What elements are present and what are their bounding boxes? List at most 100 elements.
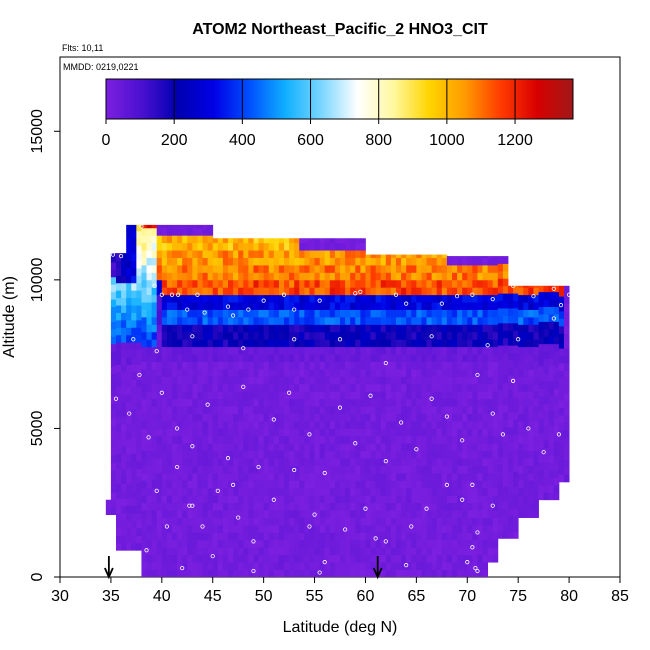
heatmap-cell bbox=[273, 502, 280, 511]
heatmap-cell bbox=[207, 547, 214, 556]
sample-point bbox=[475, 530, 480, 535]
heatmap-cell bbox=[441, 376, 448, 385]
heatmap-cell bbox=[477, 413, 483, 422]
heatmap-cell bbox=[126, 423, 132, 432]
heatmap-cell bbox=[375, 525, 382, 533]
heatmap-cell bbox=[238, 562, 244, 570]
heatmap-cell bbox=[492, 287, 499, 296]
heatmap-cell bbox=[253, 502, 259, 511]
heatmap-cell bbox=[238, 510, 244, 518]
heatmap-cell bbox=[492, 324, 499, 333]
heatmap-cell bbox=[278, 309, 285, 318]
heatmap-cell bbox=[289, 421, 295, 429]
heatmap-cell bbox=[543, 321, 550, 330]
heatmap-cell bbox=[258, 324, 265, 333]
heatmap-cell bbox=[396, 398, 402, 407]
heatmap-cell bbox=[385, 354, 392, 362]
heatmap-cell bbox=[319, 376, 326, 385]
heatmap-cell bbox=[156, 398, 163, 407]
heatmap-cell bbox=[360, 265, 366, 273]
heatmap-cell bbox=[263, 257, 270, 266]
heatmap-cell bbox=[146, 224, 153, 229]
heatmap-cell bbox=[396, 257, 402, 266]
heatmap-cell bbox=[172, 361, 178, 370]
heatmap-cell bbox=[238, 487, 244, 496]
heatmap-cell bbox=[477, 294, 483, 303]
heatmap-cell bbox=[110, 507, 117, 515]
heatmap-cell bbox=[543, 314, 550, 322]
heatmap-cell bbox=[426, 480, 433, 489]
heatmap-cell bbox=[355, 369, 361, 377]
heatmap-cell bbox=[513, 530, 519, 539]
heatmap-cell bbox=[401, 369, 407, 377]
heatmap-cell bbox=[136, 542, 142, 551]
heatmap-cell bbox=[248, 331, 254, 340]
heatmap-cell bbox=[136, 453, 142, 462]
heatmap-cell bbox=[228, 554, 234, 563]
heatmap-cell bbox=[238, 257, 244, 266]
heatmap-cell bbox=[258, 421, 265, 429]
heatmap-cell bbox=[385, 562, 392, 570]
heatmap-cell bbox=[121, 468, 127, 477]
heatmap-cell bbox=[324, 517, 331, 526]
heatmap-cell bbox=[263, 391, 270, 400]
heatmap-cell bbox=[207, 331, 214, 340]
heatmap-cell bbox=[131, 327, 137, 336]
heatmap-cell bbox=[222, 302, 229, 310]
heatmap-cell bbox=[248, 525, 254, 533]
heatmap-cell bbox=[253, 391, 259, 400]
heatmap-cell bbox=[217, 473, 224, 481]
heatmap-cell bbox=[365, 369, 371, 377]
heatmap-cell bbox=[360, 569, 366, 577]
heatmap-cell bbox=[233, 435, 239, 444]
heatmap-cell bbox=[161, 346, 168, 355]
heatmap-cell bbox=[411, 532, 417, 541]
heatmap-cell bbox=[151, 398, 158, 407]
heatmap-cell bbox=[161, 473, 168, 481]
heatmap-cell bbox=[299, 324, 305, 333]
heatmap-cell bbox=[497, 426, 504, 435]
heatmap-cell bbox=[477, 480, 483, 489]
heatmap-cell bbox=[131, 260, 137, 269]
heatmap-cell bbox=[289, 554, 295, 563]
heatmap-cell bbox=[110, 299, 117, 307]
heatmap-cell bbox=[146, 421, 153, 429]
heatmap-cell bbox=[253, 450, 259, 459]
heatmap-cell bbox=[273, 250, 280, 258]
heatmap-cell bbox=[222, 361, 229, 370]
heatmap-cell bbox=[350, 458, 356, 466]
heatmap-cell bbox=[452, 331, 458, 340]
heatmap-cell bbox=[146, 502, 153, 511]
heatmap-cell bbox=[543, 351, 550, 359]
heatmap-cell bbox=[421, 510, 427, 518]
heatmap-cell bbox=[518, 473, 524, 481]
heatmap-cell bbox=[243, 287, 249, 296]
heatmap-cell bbox=[340, 250, 346, 258]
heatmap-cell bbox=[457, 361, 463, 370]
heatmap-cell bbox=[268, 391, 275, 400]
heatmap-cell bbox=[263, 473, 270, 481]
heatmap-cell bbox=[222, 398, 229, 407]
heatmap-cell bbox=[207, 265, 214, 273]
heatmap-cell bbox=[558, 333, 565, 342]
heatmap-cell bbox=[380, 406, 387, 414]
heatmap-cell bbox=[436, 331, 443, 340]
heatmap-cell bbox=[365, 495, 371, 504]
heatmap-cell bbox=[452, 421, 458, 429]
heatmap-cell bbox=[502, 360, 509, 368]
heatmap-cell bbox=[523, 398, 529, 407]
heatmap-cell bbox=[467, 317, 473, 325]
heatmap-cell bbox=[416, 450, 422, 459]
heatmap-cell bbox=[558, 422, 565, 431]
heatmap-cell bbox=[416, 510, 422, 518]
heatmap-cell bbox=[329, 324, 336, 333]
heatmap-cell bbox=[110, 447, 117, 456]
heatmap-cell bbox=[299, 331, 305, 340]
heatmap-cell bbox=[273, 435, 280, 444]
heatmap-cell bbox=[497, 449, 504, 458]
heatmap-cell bbox=[207, 294, 214, 303]
heatmap-cell bbox=[212, 279, 219, 288]
heatmap-cell bbox=[131, 461, 137, 469]
heatmap-cell bbox=[477, 369, 483, 377]
heatmap-cell bbox=[441, 465, 448, 474]
